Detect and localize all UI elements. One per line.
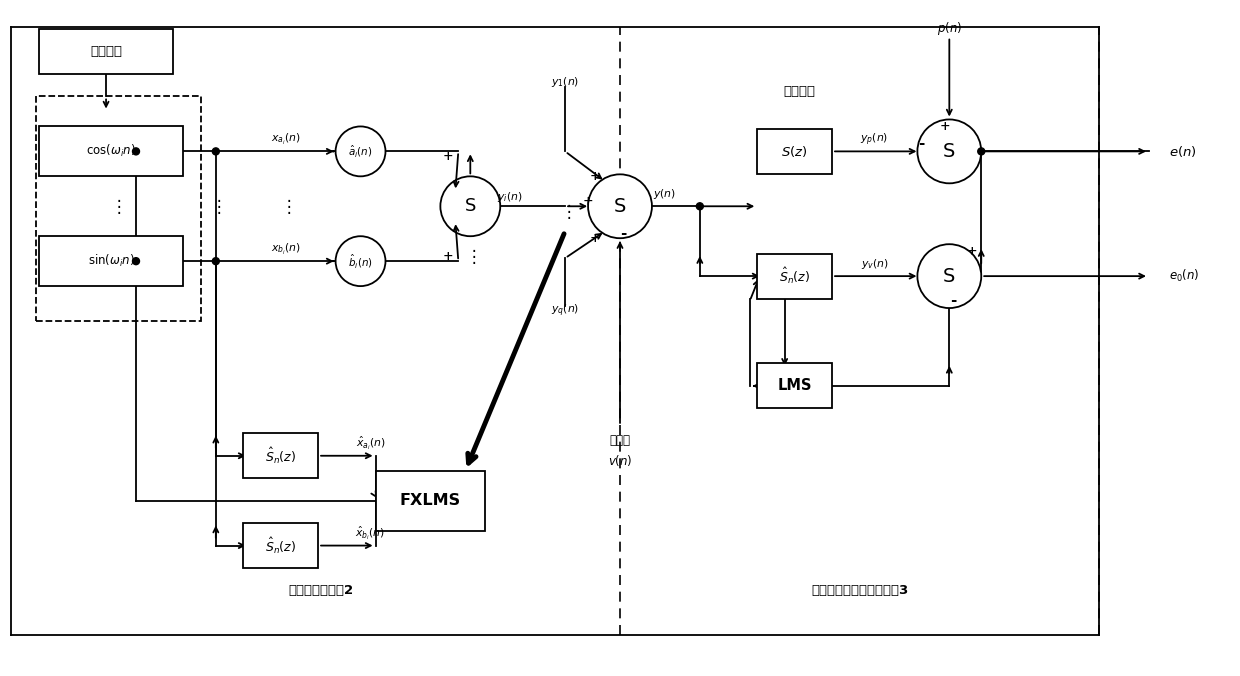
Text: -: - [918,137,925,151]
Text: 次级通道在线辨识子系统3: 次级通道在线辨识子系统3 [811,584,908,597]
Circle shape [133,148,139,155]
Text: +: + [940,120,951,133]
Circle shape [918,244,981,308]
Circle shape [336,126,386,176]
Text: S: S [944,142,956,161]
FancyBboxPatch shape [758,129,832,174]
Text: -: - [620,227,626,241]
Text: $\hat{x}_{b_i}(n)$: $\hat{x}_{b_i}(n)$ [356,525,386,542]
Text: $y_q(n)$: $y_q(n)$ [551,303,579,319]
Text: $\vdots$: $\vdots$ [559,201,570,221]
Text: $\hat{x}_{a_i}(n)$: $\hat{x}_{a_i}(n)$ [356,435,386,452]
Circle shape [133,258,139,264]
Circle shape [588,174,652,238]
Text: +: + [443,150,454,163]
Circle shape [697,203,703,210]
FancyBboxPatch shape [376,470,485,531]
Text: $y_1(n)$: $y_1(n)$ [551,74,579,89]
Text: $y_i(n)$: $y_i(n)$ [497,190,523,204]
Text: S: S [614,197,626,216]
Circle shape [336,236,386,286]
Text: $y_p(n)$: $y_p(n)$ [861,131,889,147]
Text: -: - [950,294,956,308]
Text: $\hat{S}_n(z)$: $\hat{S}_n(z)$ [779,266,810,286]
Text: 次级通道: 次级通道 [784,85,816,98]
Text: 信号合成子系统2: 信号合成子系统2 [288,584,353,597]
Text: $S(z)$: $S(z)$ [781,144,808,159]
Text: $\vdots$: $\vdots$ [280,197,291,216]
Text: $\hat{a}_i(n)$: $\hat{a}_i(n)$ [348,143,373,160]
Circle shape [918,120,981,183]
Text: +: + [583,195,594,208]
Text: $y(n)$: $y(n)$ [653,187,677,201]
Circle shape [212,148,219,155]
FancyBboxPatch shape [38,29,174,74]
Text: FXLMS: FXLMS [399,493,461,508]
Text: $\vdots$: $\vdots$ [465,247,476,266]
Text: +: + [590,232,600,245]
FancyBboxPatch shape [38,236,184,286]
FancyBboxPatch shape [243,433,319,478]
Text: $e_0(n)$: $e_0(n)$ [1169,268,1199,284]
Text: $\hat{S}_n(z)$: $\hat{S}_n(z)$ [265,445,296,466]
Text: 由噪声: 由噪声 [610,434,630,448]
Text: $x_{a_i}(n)$: $x_{a_i}(n)$ [270,132,300,147]
Text: +: + [590,170,600,183]
Text: LMS: LMS [777,379,812,393]
Text: $\sin(\omega_i n)$: $\sin(\omega_i n)$ [88,253,134,269]
Circle shape [212,258,219,264]
FancyBboxPatch shape [243,523,319,568]
Text: $\hat{S}_n(z)$: $\hat{S}_n(z)$ [265,535,296,556]
Text: S: S [944,266,956,286]
Circle shape [440,176,500,236]
Circle shape [978,148,985,155]
FancyBboxPatch shape [758,254,832,299]
Text: $\cos(\omega_i n)$: $\cos(\omega_i n)$ [86,143,136,160]
Text: $p(n)$: $p(n)$ [936,20,962,37]
FancyBboxPatch shape [38,126,184,176]
Text: $v(n)$: $v(n)$ [608,453,632,468]
Text: $x_{b_i}(n)$: $x_{b_i}(n)$ [270,241,300,257]
Text: +: + [967,245,977,258]
Text: $y_v(n)$: $y_v(n)$ [861,257,888,271]
FancyBboxPatch shape [758,364,832,408]
Text: +: + [443,249,454,263]
Text: $\vdots$: $\vdots$ [110,197,122,216]
Text: S: S [465,197,476,215]
Text: $\hat{b}_i(n)$: $\hat{b}_i(n)$ [348,252,373,270]
Text: 同步信号: 同步信号 [91,45,122,58]
Text: $e(n)$: $e(n)$ [1169,144,1197,159]
Text: $\vdots$: $\vdots$ [211,197,222,216]
